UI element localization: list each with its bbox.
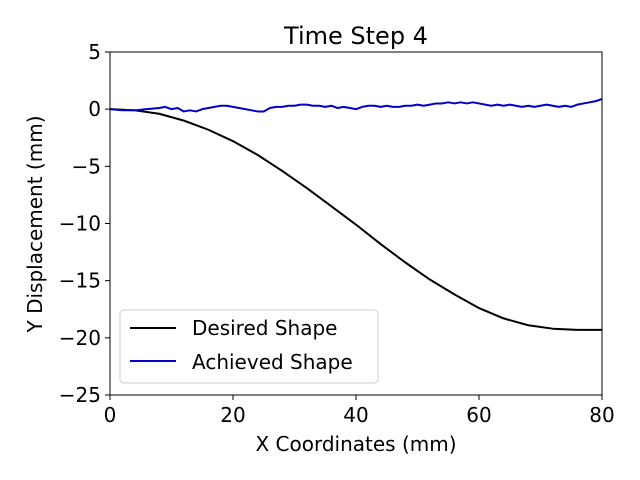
x-tick-label: 20: [220, 403, 245, 427]
x-tick-label: 60: [466, 403, 491, 427]
y-tick-label: −10: [59, 212, 101, 236]
y-axis-label: Y Displacement (mm): [23, 116, 47, 334]
x-axis-label: X Coordinates (mm): [255, 432, 456, 456]
y-tick-label: −15: [59, 269, 101, 293]
x-tick-label: 80: [589, 403, 614, 427]
y-tick-label: −5: [72, 154, 101, 178]
legend-box: [119, 309, 379, 384]
y-tick-label: −20: [59, 326, 101, 350]
series-line-achieved: [109, 97, 603, 113]
series-layer: [109, 97, 603, 331]
x-axis-ticks: 0 20 40 60 80: [104, 395, 615, 427]
legend-label-achieved: Achieved Shape: [192, 350, 353, 374]
x-tick-label: 40: [343, 403, 368, 427]
y-tick-label: 5: [88, 40, 101, 64]
x-tick-label: 0: [104, 403, 117, 427]
chart-title: Time Step 4: [283, 22, 428, 50]
legend-label-desired: Desired Shape: [192, 316, 337, 340]
series-line-desired: [109, 108, 602, 331]
legend: Desired Shape Achieved Shape: [119, 309, 379, 384]
y-tick-label: 0: [88, 97, 101, 121]
y-tick-label: −25: [59, 383, 101, 407]
y-axis-ticks: 5 0 −5 −10 −15 −20 −25: [59, 40, 110, 407]
